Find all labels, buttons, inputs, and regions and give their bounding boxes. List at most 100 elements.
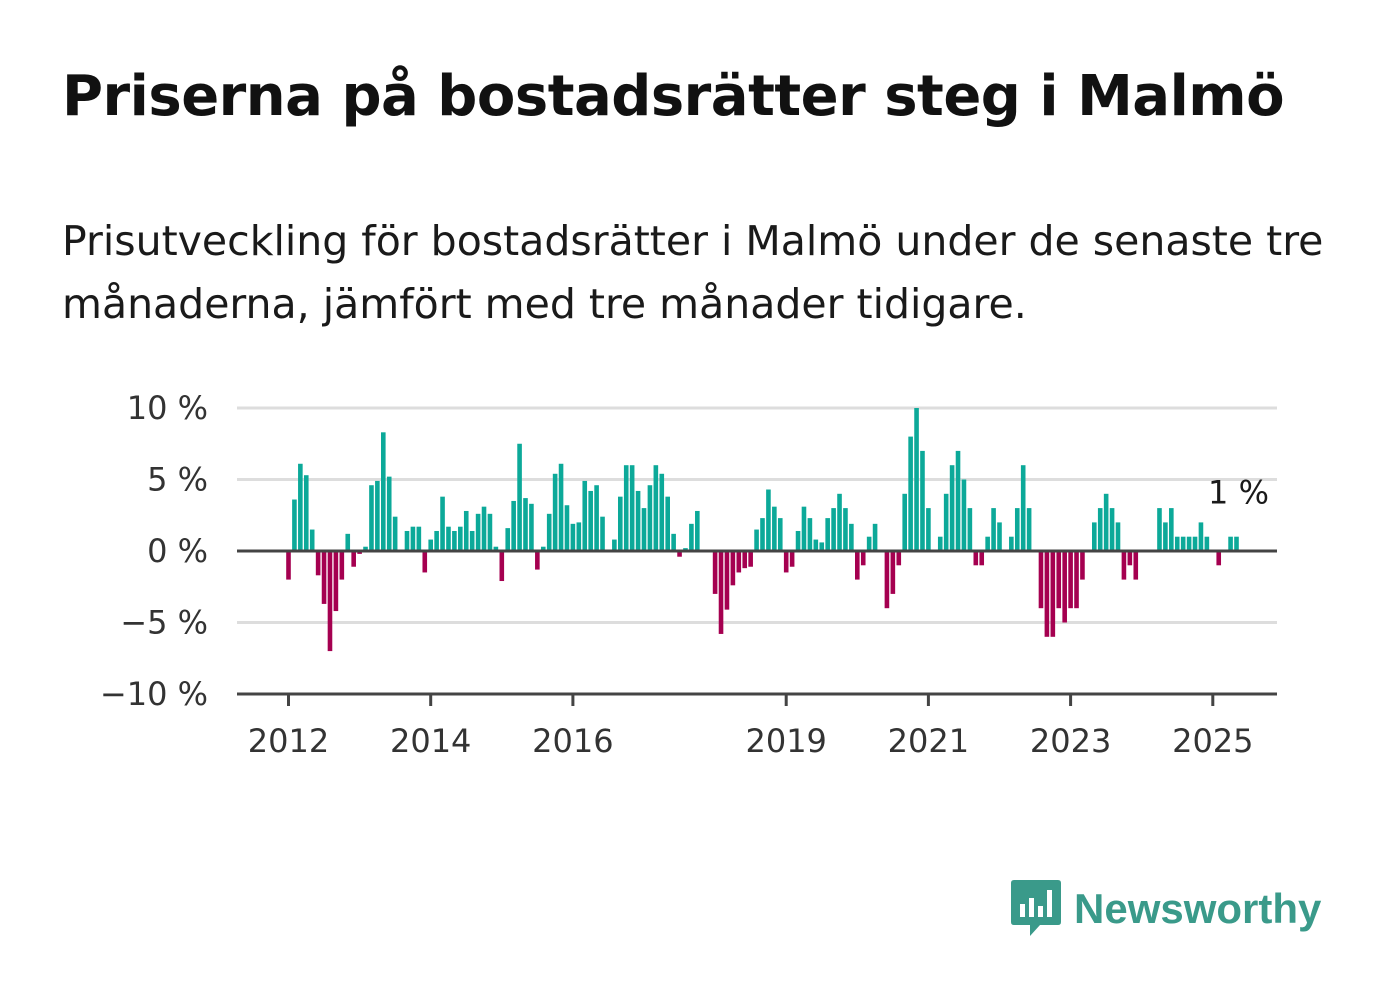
bar — [855, 551, 860, 580]
bar — [327, 551, 333, 652]
bar — [1062, 551, 1067, 623]
bar — [558, 463, 564, 551]
chart-title: Priserna på bostadsrätter steg i Malmö — [62, 64, 1285, 129]
bar — [1068, 551, 1073, 609]
newsworthy-brand: Newsworthy — [1010, 878, 1321, 940]
bar — [375, 480, 380, 551]
bar — [807, 518, 813, 551]
y-tick-label: −10 % — [100, 675, 208, 713]
bar — [1020, 465, 1026, 551]
bar — [1038, 551, 1044, 609]
bar — [653, 465, 659, 551]
bar — [529, 503, 534, 551]
bar — [872, 523, 878, 551]
bar — [884, 551, 890, 609]
bar — [594, 485, 599, 551]
bar-chart: 10 % 5 % 0 % −5 % −10 % 2012 2014 2016 2019 2021 2… — [100, 389, 1277, 760]
y-tick-label: 5 % — [147, 461, 208, 499]
bar — [623, 465, 629, 551]
bar — [718, 551, 724, 634]
bar — [712, 551, 718, 594]
bar — [754, 529, 759, 551]
bar — [943, 493, 949, 551]
bar — [985, 536, 990, 551]
bar — [463, 510, 469, 551]
bar — [428, 539, 433, 551]
bar — [760, 518, 765, 551]
bar — [961, 479, 967, 551]
bar — [315, 551, 321, 576]
bar — [1198, 522, 1204, 551]
y-tick-label: 0 % — [147, 532, 208, 570]
bar — [736, 551, 742, 573]
bar — [458, 526, 463, 551]
bar — [973, 551, 979, 566]
bar — [659, 473, 665, 551]
bar — [1097, 508, 1103, 551]
bar — [1216, 551, 1222, 566]
bar — [309, 529, 315, 551]
bar — [612, 539, 617, 551]
bar — [1103, 493, 1109, 551]
x-tick-label: 2025 — [1172, 722, 1253, 760]
bar — [766, 489, 771, 551]
bar — [860, 551, 866, 566]
bar — [748, 551, 753, 567]
y-tick-label: −5 % — [120, 604, 208, 642]
bar — [381, 432, 386, 551]
bar — [517, 443, 522, 551]
bar — [404, 530, 410, 551]
bar — [991, 508, 996, 551]
bar — [552, 473, 558, 551]
bar — [570, 523, 576, 551]
bar — [772, 506, 777, 551]
last-value-label: 1 % — [1208, 474, 1269, 512]
bar — [1163, 522, 1168, 551]
bar — [967, 508, 973, 551]
bar — [339, 551, 345, 580]
bar — [1228, 536, 1233, 551]
bar — [695, 510, 700, 551]
bar — [724, 551, 730, 610]
bar — [849, 523, 854, 551]
newsworthy-wordmark: Newsworthy — [1074, 885, 1322, 932]
bar — [902, 493, 907, 551]
chart-subtitle: Prisutveckling för bostadsrätter i Malmö… — [62, 217, 1324, 328]
bar — [386, 476, 392, 551]
bar — [896, 551, 902, 566]
bar — [629, 465, 635, 551]
bar — [689, 523, 694, 551]
bar — [777, 518, 783, 551]
bar — [908, 436, 913, 551]
bar — [618, 496, 623, 551]
bar — [920, 450, 925, 551]
bar — [369, 485, 374, 551]
bar — [1204, 536, 1210, 551]
bar — [937, 536, 943, 551]
bar — [422, 551, 428, 573]
bar — [392, 516, 398, 551]
bar — [469, 530, 475, 551]
bar — [1050, 551, 1056, 637]
bar — [635, 490, 641, 551]
x-tick-label: 2016 — [532, 722, 613, 760]
bar — [819, 542, 825, 551]
bar — [783, 551, 789, 573]
bar — [499, 551, 505, 582]
axes: 10 % 5 % 0 % −5 % −10 % 2012 2014 2016 2019 2021 2… — [100, 389, 1277, 760]
bar — [1109, 508, 1115, 551]
bar — [321, 551, 327, 604]
bar — [416, 526, 422, 551]
x-tick-label: 2023 — [1030, 722, 1111, 760]
x-tick-label: 2021 — [888, 722, 969, 760]
bar — [546, 513, 552, 551]
bar — [1180, 536, 1186, 551]
bar — [452, 530, 457, 551]
bar — [535, 551, 540, 570]
bar — [949, 465, 955, 551]
bar — [1074, 551, 1079, 609]
bar — [1044, 551, 1050, 637]
bar — [789, 551, 795, 567]
bar — [475, 513, 481, 551]
bar — [298, 463, 303, 551]
